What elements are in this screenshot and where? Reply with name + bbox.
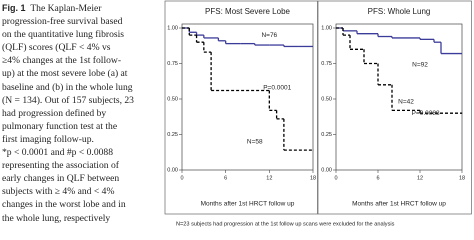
caption-line: pulmonary function test at the <box>2 120 162 133</box>
x-tick-label: 18 <box>310 175 316 181</box>
annotation: P=0.0001 <box>263 84 291 91</box>
x-tick-label: 6 <box>224 175 227 181</box>
x-tick-label: 12 <box>417 175 423 181</box>
caption-line: baseline and (b) in the whole lung <box>2 81 162 94</box>
caption-line: (N = 134). Out of 157 subjects, 23 <box>2 94 162 107</box>
x-tick-label: 0 <box>180 175 183 181</box>
caption-text: changes in the worst lobe and in <box>2 199 126 211</box>
y-tick-label: 0.25 <box>167 132 178 138</box>
caption-text: the whole lung, respectively <box>2 212 111 224</box>
plot-area <box>181 23 314 171</box>
panel-frame <box>164 0 318 215</box>
caption-line: progression-free survival based <box>2 15 162 28</box>
x-tick-label: 12 <box>266 175 272 181</box>
y-tick-label: 0.50 <box>321 96 332 102</box>
panel-title: PFS: Whole Lung <box>368 7 431 16</box>
curve-label: N=92 <box>412 62 428 69</box>
page: Fig. 1 The Kaplan-Meier progression-free … <box>2 0 472 227</box>
panel-frame <box>317 0 472 215</box>
y-tick-label: 0.50 <box>167 96 178 102</box>
caption-text: on the quantitative lung fibrosis <box>2 29 125 41</box>
caption-text: early changes in QLF between <box>2 173 120 185</box>
x-tick-label: 18 <box>459 175 465 181</box>
y-tick-label: 0.75 <box>321 61 332 67</box>
curve-label: N=76 <box>261 32 277 39</box>
caption-line: (QLF) scores (QLF < 4% vs <box>2 41 162 54</box>
curve-label: N=42 <box>398 99 414 106</box>
figure: N=23 subjects had progression at the 1st… <box>164 0 472 227</box>
caption-text: (QLF) scores (QLF < 4% vs <box>2 42 111 54</box>
figure-label: Fig. 1 <box>2 3 26 13</box>
caption-line: early changes in QLF between <box>2 172 162 185</box>
caption-text: representing the association of <box>2 160 119 172</box>
caption-line: Fig. 1 The Kaplan-Meier <box>2 2 162 15</box>
caption-line: *p < 0.0001 and #p < 0.0088 <box>2 146 162 159</box>
x-tick-label: 0 <box>334 175 337 181</box>
caption-line: up) at the most severe lobe (a) at <box>2 67 162 80</box>
caption-line: the whole lung, respectively <box>2 212 162 225</box>
caption-line: subjects with ≥ 4% and < 4% <box>2 185 162 198</box>
caption-line: on the quantitative lung fibrosis <box>2 28 162 41</box>
caption-text: first imaging follow-up. <box>2 133 94 145</box>
plot-area <box>335 23 463 171</box>
y-tick-label: 1.00 <box>167 25 178 31</box>
x-axis-label: Months after 1st HRCT follow up <box>201 201 295 208</box>
annotation: P=0.0088 <box>412 110 440 117</box>
caption-line: ≥4% changes at the 1st follow- <box>2 54 162 67</box>
caption-text: subjects with ≥ 4% and < 4% <box>2 186 115 198</box>
y-tick-label: 1.00 <box>321 25 332 31</box>
x-axis-label: Months after 1st HRCT follow up <box>352 201 446 208</box>
footnote: N=23 subjects had progression at the 1st… <box>176 221 395 227</box>
caption-text: The Kaplan-Meier <box>30 3 102 14</box>
caption-text: baseline and (b) in the whole lung <box>2 81 133 93</box>
curve-label: N=58 <box>247 138 263 145</box>
caption-line: first imaging follow-up. <box>2 133 162 146</box>
caption: Fig. 1 The Kaplan-Meier progression-free … <box>2 2 162 225</box>
caption-line: had progression defined by <box>2 107 162 120</box>
panel-title: PFS: Most Severe Lobe <box>205 7 290 16</box>
x-tick-label: 6 <box>376 175 379 181</box>
y-tick-label: 0.75 <box>167 61 178 67</box>
caption-text: had progression defined by <box>2 107 107 119</box>
caption-line: changes in the worst lobe and in <box>2 198 162 211</box>
caption-text: (N = 134). Out of 157 subjects, 23 <box>2 94 134 106</box>
y-tick-label: 0.25 <box>321 132 332 138</box>
caption-text: ≥4% changes at the 1st follow- <box>2 55 122 67</box>
caption-text: pulmonary function test at the <box>2 120 118 132</box>
caption-text: up) at the most severe lobe (a) at <box>2 68 128 80</box>
y-tick-label: 0.00 <box>167 167 178 173</box>
caption-text: progression-free survival based <box>2 16 123 28</box>
caption-line: representing the association of <box>2 159 162 172</box>
caption-text: *p < 0.0001 and #p < 0.0088 <box>2 147 114 159</box>
y-tick-label: 0.00 <box>321 167 332 173</box>
